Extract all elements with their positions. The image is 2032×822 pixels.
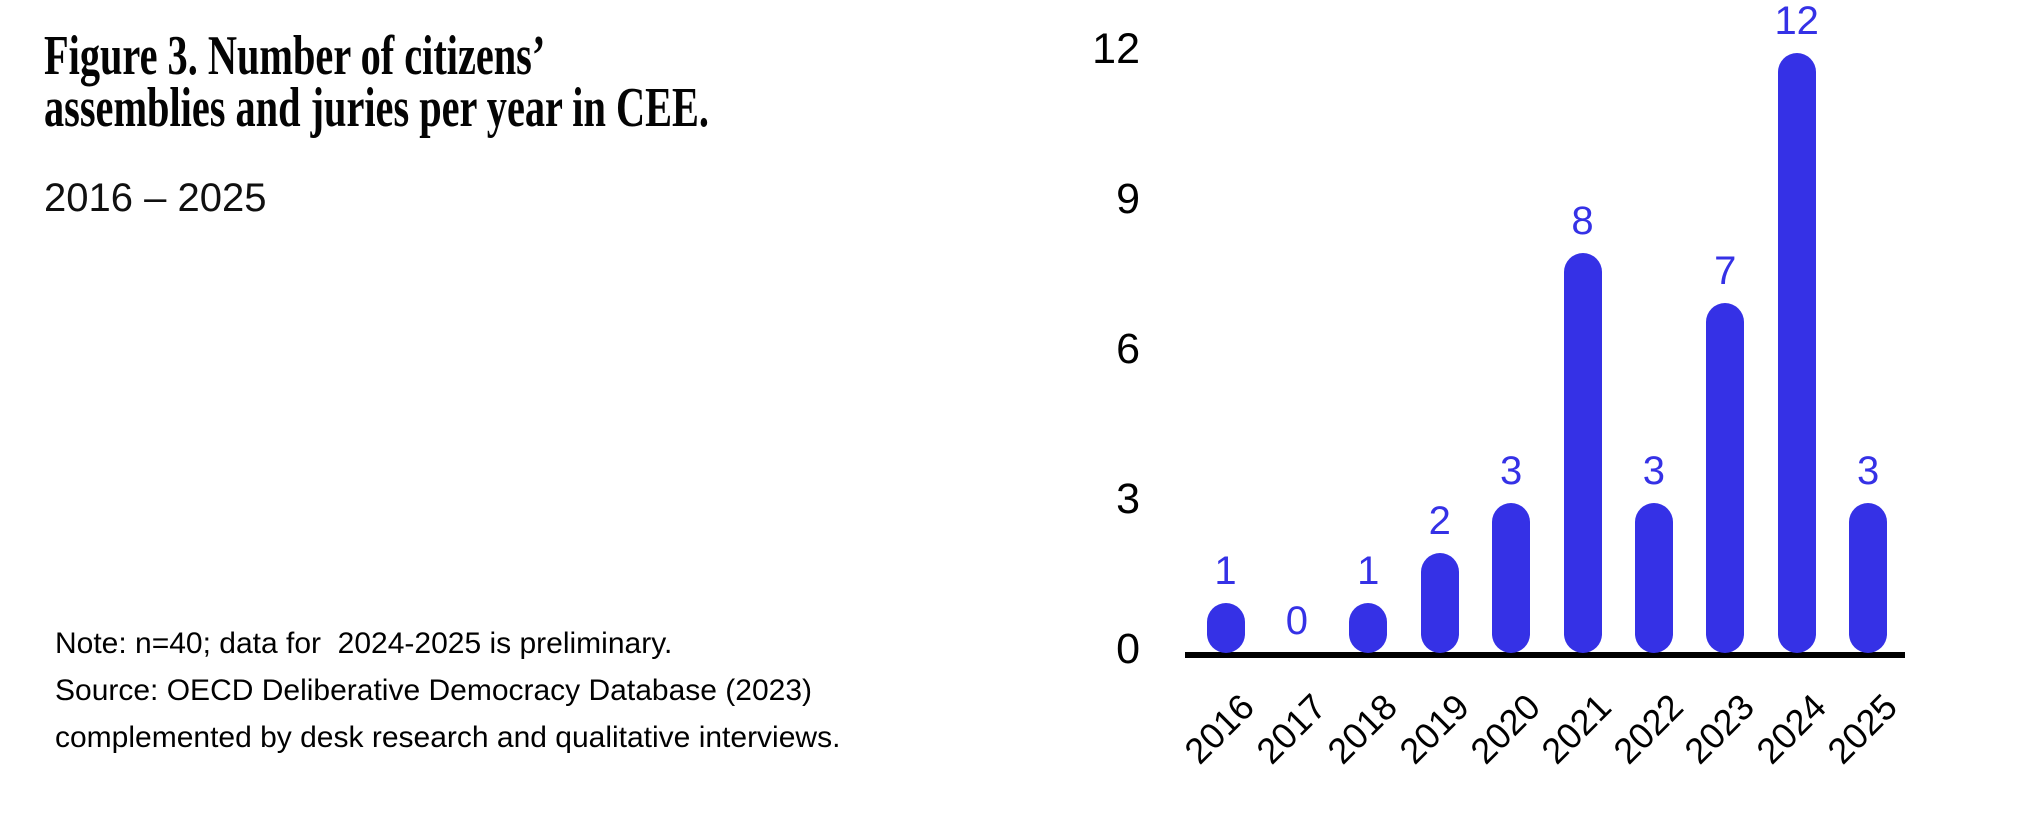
figure-title-line2: assemblies and juries per year in CEE. — [44, 77, 709, 139]
bar-2020 — [1492, 503, 1531, 653]
y-axis-tick-label-3: 3 — [1116, 475, 1140, 523]
y-axis-tick-label-9: 9 — [1116, 175, 1140, 223]
y-axis-tick-label-0: 0 — [1116, 625, 1140, 673]
bar-2021 — [1563, 253, 1602, 653]
bar-value-label-2018: 1 — [1357, 549, 1380, 593]
bar-2023 — [1706, 303, 1745, 653]
figure-title-line1: Figure 3. Number of citizens’ — [44, 25, 546, 87]
bar-2025 — [1849, 503, 1888, 653]
bar-2022 — [1634, 503, 1673, 653]
bar-value-label-2022: 3 — [1642, 449, 1666, 493]
note-line-3: complemented by desk research and qualit… — [55, 721, 841, 754]
bar-value-label-2023: 7 — [1714, 249, 1737, 293]
note-line-2: Source: OECD Deliberative Democracy Data… — [55, 674, 812, 707]
note-line-1: Note: n=40; data for 2024-2025 is prelim… — [55, 627, 673, 660]
bar-value-label-2016: 1 — [1214, 549, 1237, 593]
bar-value-label-2025: 3 — [1856, 449, 1880, 493]
bar-value-label-2017: 0 — [1285, 599, 1309, 643]
bar-value-label-2024: 12 — [1774, 0, 1819, 43]
x-axis-tick-label-2016: 2016 — [1176, 685, 1263, 772]
figure-title: Figure 3. Number of citizens’ assemblies … — [44, 28, 850, 136]
bar-2019 — [1420, 553, 1459, 653]
bar-2024 — [1777, 53, 1816, 653]
x-axis-tick-label-2025: 2025 — [1819, 685, 1905, 772]
x-axis-tick-label-2021: 2021 — [1533, 685, 1620, 772]
x-axis-tick-label-2019: 2019 — [1390, 685, 1477, 772]
x-axis-line — [1185, 652, 1905, 658]
x-axis-tick-label-2024: 2024 — [1747, 685, 1834, 772]
x-axis-tick-label-2020: 2020 — [1462, 685, 1548, 772]
x-axis-tick-label-2018: 2018 — [1319, 685, 1406, 772]
bar-value-label-2019: 2 — [1428, 499, 1451, 543]
figure-note: Note: n=40; data for 2024-2025 is prelim… — [55, 620, 955, 761]
x-axis-tick-label-2017: 2017 — [1248, 685, 1334, 772]
bar-2016 — [1206, 603, 1245, 653]
bar-value-label-2020: 3 — [1499, 449, 1523, 493]
y-axis-tick-label-12: 12 — [1092, 25, 1140, 73]
bar-value-label-2021: 8 — [1571, 199, 1594, 243]
x-axis-tick-label-2022: 2022 — [1605, 685, 1691, 772]
bar-2018 — [1349, 603, 1388, 653]
y-axis-tick-label-6: 6 — [1116, 325, 1140, 373]
x-axis-tick-label-2023: 2023 — [1676, 685, 1763, 772]
figure-subtitle: 2016 – 2025 — [44, 176, 267, 220]
